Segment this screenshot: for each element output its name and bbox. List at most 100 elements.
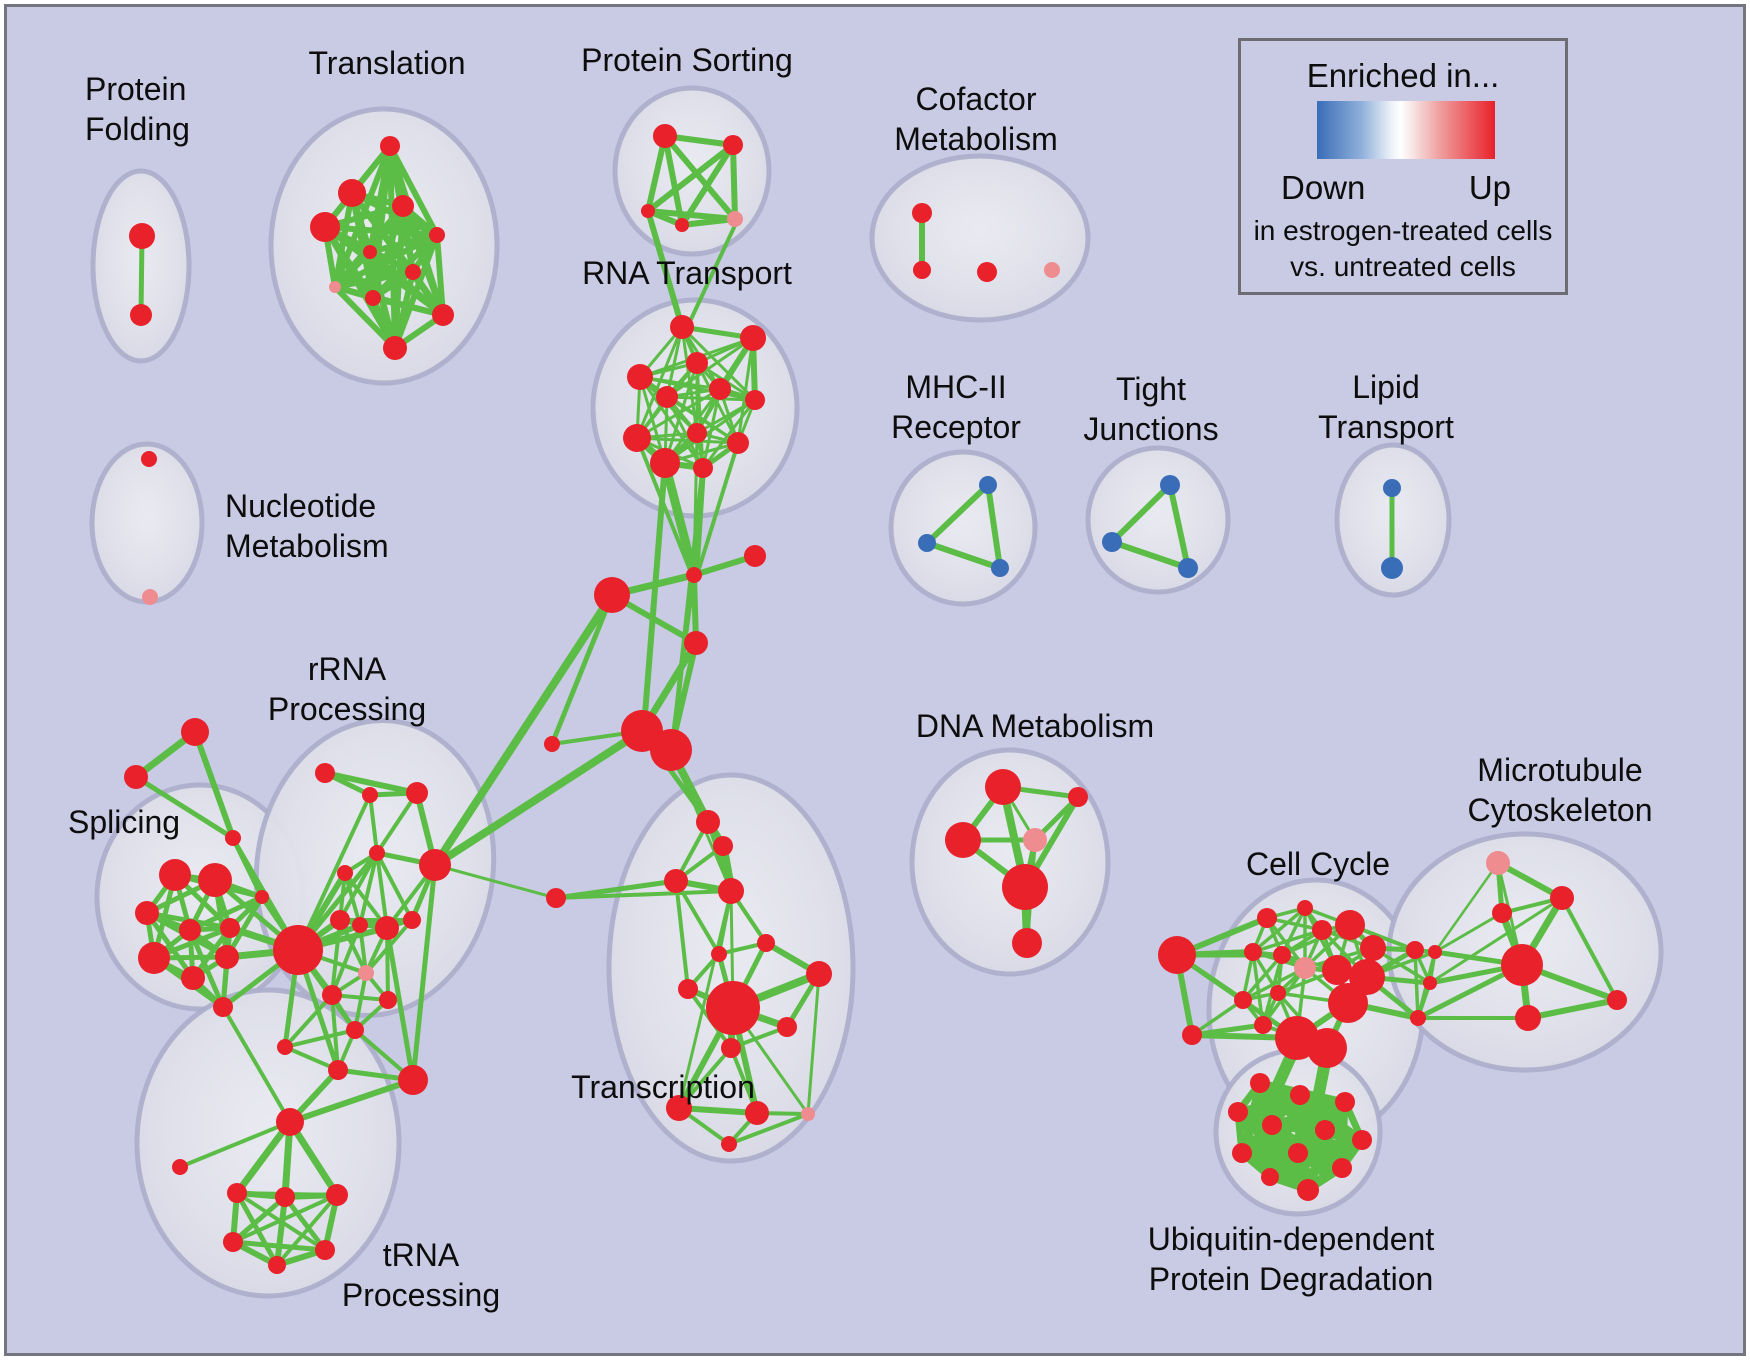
node-protein-sorting [641,204,655,218]
node-rrna-processing [358,965,374,981]
edge-rrna-processing [384,925,416,1083]
cluster-ellipse-nucleotide-metabolism [89,441,205,605]
node-nucleotide-metabolism [142,589,158,605]
node-rna-transport [670,315,694,339]
cluster-label-dna-metabolism: DNA Metabolism [916,708,1154,744]
cluster-ellipse-cofactor-metabolism [869,153,1091,323]
edge-trna-processing [275,1193,339,1267]
node-transcription [757,934,775,952]
edge-protein-folding [138,233,145,318]
node-rna-transport [740,325,766,351]
legend-up-label: Up [1468,169,1511,206]
edge-mhc-ii-receptor [985,482,1003,571]
cluster-label-microtubule-cytoskeleton: Microtubule Cytoskeleton [1468,752,1653,828]
cluster-label-cofactor-metabolism: Cofactor Metabolism [894,81,1058,157]
node-central-hub [686,567,702,583]
nodes-layer [124,124,1627,1274]
legend-down-label: Down [1281,169,1366,206]
cluster-label-trna-processing: tRNA Processing [342,1237,500,1313]
node-cell-cycle [1234,991,1252,1009]
cluster-label-cell-cycle: Cell Cycle [1246,846,1390,882]
node-rna-transport [623,424,651,452]
cluster-label-lipid-transport: Lipid Transport [1318,369,1454,445]
node-ubiquitin-degradation [1290,1085,1310,1105]
edge-translation [322,224,440,238]
node-rrna-processing [322,985,342,1005]
edge-tight-junctions [1109,482,1173,545]
node-translation [429,227,445,243]
inter-cluster-edge [1428,896,1564,985]
inter-cluster-edge [431,727,646,869]
edge-microtubule-cytoskeleton [1495,860,1565,901]
node-rrna-processing [406,782,428,804]
edge-rna-transport [635,325,684,440]
node-cell-cycle [1428,945,1442,959]
node-protein-sorting [675,218,689,232]
edge-rrna-processing [368,793,379,855]
edge-transcription [674,879,690,991]
edge-protein-sorting [645,142,736,214]
edge-transcription [677,889,733,1110]
cluster-label-protein-sorting: Protein Sorting [581,42,793,78]
node-translation [405,264,421,280]
node-splicing [213,997,233,1017]
legend: Enriched in... Down Up in estrogen-treat… [1238,38,1568,295]
node-cell-cycle [1312,920,1332,940]
edge-splicing-satellites [192,729,236,841]
node-splicing-satellites [181,718,209,746]
node-rrna-processing [330,910,350,930]
node-cell-cycle [1254,1016,1272,1034]
edge-rrna-processing [353,971,368,1032]
node-central-hub [684,631,708,655]
inter-cluster-edge [670,465,706,748]
legend-title: Enriched in... [1306,57,1500,94]
node-ubiquitin-degradation [1232,1143,1252,1163]
node-protein-folding [129,223,155,249]
node-transcription [678,979,698,999]
node-transcription [718,878,744,904]
node-splicing [220,918,240,938]
node-cofactor-metabolism [913,261,931,279]
inter-cluster-edge [1433,861,1500,954]
legend-caption-line2: vs. untreated cells [1290,251,1516,282]
node-nucleotide-metabolism [141,451,157,467]
edge-protein-sorting [679,216,738,228]
node-tight-junctions [1160,475,1180,495]
edge-cell-cycle [1251,928,1324,954]
edge-protein-sorting [679,142,736,228]
node-transcription [664,869,688,893]
edge-trna-processing [286,1118,341,1199]
cluster-label-mhc-ii-receptor: MHC-II Receptor [891,369,1021,445]
node-cell-cycle [1335,910,1365,940]
node-translation [329,281,341,293]
node-cell-cycle [1410,1010,1426,1026]
legend-gradient-bar [1317,101,1495,159]
edge-transcription [554,889,733,900]
node-transcription [806,961,832,987]
node-tight-junctions [1102,532,1122,552]
edge-translation [332,284,398,351]
edge-trna-processing [230,1194,288,1245]
cluster-label-tight-junctions: Tight Junctions [1083,371,1218,447]
node-ubiquitin-degradation [1288,1143,1308,1163]
node-ubiquitin-degradation [1228,1102,1248,1122]
edge-rrna-processing [283,993,334,1049]
node-trna-processing [276,1108,304,1136]
cluster-ellipse-tight-junctions [1085,445,1231,595]
node-translation [383,336,407,360]
node-splicing [215,945,239,969]
inter-cluster-edge [1433,911,1504,954]
node-translation [310,212,340,242]
edge-rrna-processing [375,851,389,930]
edge-rrna-processing [343,871,362,927]
node-splicing [179,919,201,941]
edge-tight-junctions [1109,539,1191,571]
edge-transcription [806,972,821,1116]
node-microtubule-cytoskeleton [1492,903,1512,923]
node-ubiquitin-degradation [1315,1120,1335,1140]
edge-rna-transport [638,375,705,470]
node-cell-cycle [1328,983,1368,1023]
edge-cell-cycle [1241,966,1307,1002]
node-trna-processing [315,1240,335,1260]
